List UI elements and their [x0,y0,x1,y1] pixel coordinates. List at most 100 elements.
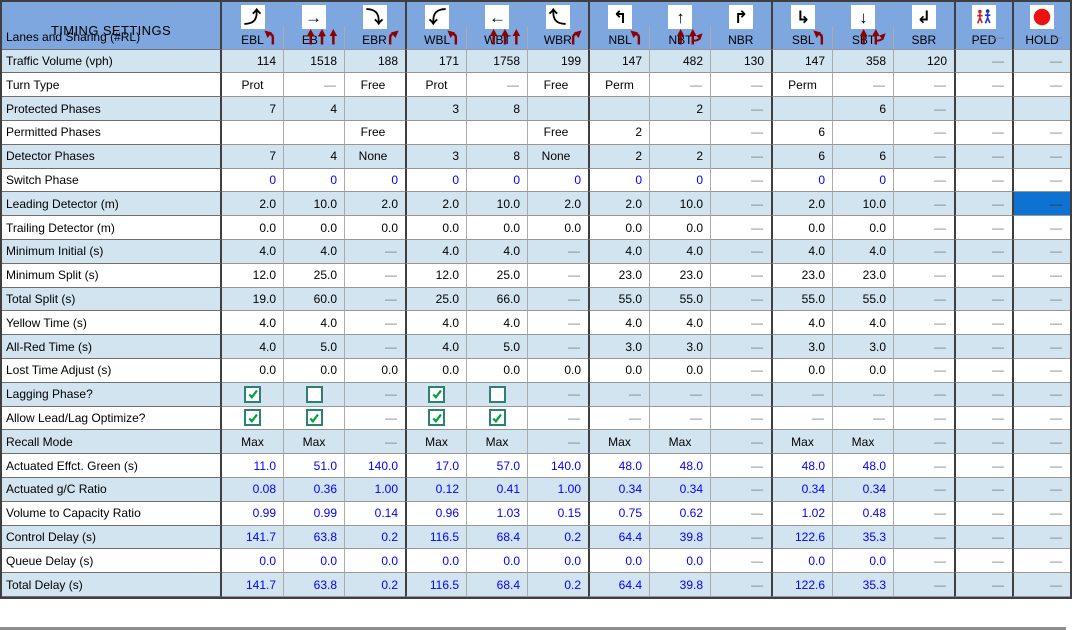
cell-nbl-turn-type[interactable]: Perm [588,73,649,98]
cell-wbl-traffic-volume-vph[interactable]: 171 [405,49,466,74]
cell-sbr-traffic-volume-vph[interactable]: 120 [893,49,954,74]
cell-sbl-actuated-effct-green-s[interactable]: 48.0 [771,454,832,478]
cell-wbr-turn-type[interactable]: Free [527,73,588,98]
cell-ebr-permitted-phases[interactable]: Free [344,120,405,145]
cell-wbl-trailing-detector-m[interactable]: 0.0 [405,216,466,240]
cell-wbr-all-red-time-s[interactable]: — [527,335,588,359]
cell-nbr-yellow-time-s[interactable]: — [710,311,771,336]
cell-ebt-minimum-split-s[interactable]: 25.0 [283,263,344,288]
cell-ebt-queue-delay-s[interactable]: 0.0 [283,549,344,574]
cell-nbl-traffic-volume-vph[interactable]: 147 [588,49,649,74]
cell-wbl-detector-phases[interactable]: 3 [405,144,466,169]
cell-nbl-control-delay-s[interactable]: 64.4 [588,525,649,550]
cell-ebl-trailing-detector-m[interactable]: 0.0 [222,216,283,240]
cell-nbr-minimum-split-s[interactable]: — [710,263,771,288]
cell-nbt-allow-lead-lag-optimize[interactable]: — [649,406,710,431]
cell-ebt-permitted-phases[interactable] [283,120,344,145]
cell-ebl-traffic-volume-vph[interactable]: 114 [222,49,283,74]
cell-ebl-detector-phases[interactable]: 7 [222,144,283,169]
cell-wbt-allow-lead-lag-optimize[interactable] [466,406,527,431]
cell-ebl-yellow-time-s[interactable]: 4.0 [222,311,283,336]
cell-ebr-yellow-time-s[interactable]: — [344,311,405,336]
cell-wbl-minimum-split-s[interactable]: 12.0 [405,263,466,288]
cell-wbt-minimum-split-s[interactable]: 25.0 [466,263,527,288]
cell-wbr-permitted-phases[interactable]: Free [527,120,588,145]
cell-ped-permitted-phases[interactable]: — [954,120,1012,145]
cell-sbr-volume-to-capacity-ratio[interactable]: — [893,501,954,526]
cell-wbl-lagging-phase[interactable] [405,382,466,407]
cell-wbl-control-delay-s[interactable]: 116.5 [405,525,466,550]
cell-sbt-protected-phases[interactable]: 6 [832,97,893,121]
cell-nbt-all-red-time-s[interactable]: 3.0 [649,335,710,359]
cell-nbr-permitted-phases[interactable]: — [710,120,771,145]
cell-wbt-lost-time-adjust-s[interactable]: 0.0 [466,358,527,383]
cell-ebl-volume-to-capacity-ratio[interactable]: 0.99 [222,502,283,526]
cell-wbr-queue-delay-s[interactable]: 0.0 [527,549,588,574]
cell-ebr-trailing-detector-m[interactable]: 0.0 [344,216,405,240]
cell-nbt-lost-time-adjust-s[interactable]: 0.0 [649,358,710,383]
cell-ped-protected-phases[interactable] [954,97,1012,121]
cell-wbr-lagging-phase[interactable]: — [527,382,588,407]
cell-sbt-lagging-phase[interactable]: — [832,382,893,407]
cell-wbr-minimum-split-s[interactable]: — [527,263,588,288]
cell-nbr-all-red-time-s[interactable]: — [710,335,771,359]
cell-nbt-queue-delay-s[interactable]: 0.0 [649,549,710,574]
cell-wbl-actuated-effct-green-s[interactable]: 17.0 [405,454,466,478]
cell-wbt-queue-delay-s[interactable]: 0.0 [466,549,527,574]
cell-wbr-lanes-and-sharing-rl[interactable] [527,25,588,50]
cell-wbt-volume-to-capacity-ratio[interactable]: 1.03 [466,501,527,526]
cell-ebt-yellow-time-s[interactable]: 4.0 [283,311,344,336]
cell-wbt-actuated-effct-green-s[interactable]: 57.0 [466,454,527,478]
cell-nbr-trailing-detector-m[interactable]: — [710,216,771,240]
cell-sbl-switch-phase[interactable]: 0 [771,168,832,193]
cell-sbr-yellow-time-s[interactable]: — [893,311,954,336]
cell-sbr-lost-time-adjust-s[interactable]: — [893,358,954,383]
cell-ebr-lagging-phase[interactable]: — [344,382,405,407]
cell-sbr-total-split-s[interactable]: — [893,287,954,312]
cell-hold-lanes-and-sharing-rl[interactable]: — [1012,25,1070,50]
cell-wbt-protected-phases[interactable]: 8 [466,97,527,121]
cell-wbt-leading-detector-m[interactable]: 10.0 [466,192,527,217]
cell-wbt-lanes-and-sharing-rl[interactable] [466,25,527,50]
cell-hold-detector-phases[interactable]: — [1012,144,1070,169]
checkbox-unchecked[interactable] [488,385,506,403]
cell-wbr-lost-time-adjust-s[interactable]: 0.0 [527,358,588,383]
cell-ebr-allow-lead-lag-optimize[interactable]: — [344,406,405,431]
cell-nbt-actuated-g-c-ratio[interactable]: 0.34 [649,477,710,502]
cell-wbl-all-red-time-s[interactable]: 4.0 [405,335,466,359]
cell-hold-queue-delay-s[interactable]: — [1012,549,1070,574]
cell-ebl-actuated-g-c-ratio[interactable]: 0.08 [222,477,283,502]
cell-ped-lagging-phase[interactable]: — [954,382,1012,407]
cell-nbl-minimum-split-s[interactable]: 23.0 [588,263,649,288]
cell-ebl-actuated-effct-green-s[interactable]: 11.0 [222,454,283,478]
cell-ebl-leading-detector-m[interactable]: 2.0 [222,192,283,217]
cell-ebl-minimum-split-s[interactable]: 12.0 [222,264,283,288]
cell-nbl-minimum-initial-s[interactable]: 4.0 [588,239,649,264]
cell-wbl-permitted-phases[interactable] [405,120,466,145]
cell-wbr-leading-detector-m[interactable]: 2.0 [527,192,588,217]
cell-wbt-total-delay-s[interactable]: 68.4 [466,573,527,597]
cell-nbr-volume-to-capacity-ratio[interactable]: — [710,501,771,526]
cell-ebt-switch-phase[interactable]: 0 [283,168,344,193]
cell-sbr-trailing-detector-m[interactable]: — [893,216,954,240]
cell-sbt-detector-phases[interactable]: 6 [832,144,893,169]
cell-hold-protected-phases[interactable] [1012,97,1070,121]
cell-sbl-minimum-initial-s[interactable]: 4.0 [771,239,832,264]
cell-sbl-recall-mode[interactable]: Max [771,430,832,455]
cell-ped-control-delay-s[interactable]: — [954,525,1012,550]
cell-nbt-lagging-phase[interactable]: — [649,382,710,407]
cell-nbt-trailing-detector-m[interactable]: 0.0 [649,216,710,240]
cell-nbt-leading-detector-m[interactable]: 10.0 [649,192,710,217]
cell-ped-yellow-time-s[interactable]: — [954,311,1012,336]
cell-ebr-turn-type[interactable]: Free [344,73,405,98]
cell-wbl-lanes-and-sharing-rl[interactable] [405,25,466,50]
cell-nbl-allow-lead-lag-optimize[interactable]: — [588,406,649,431]
checkbox-checked[interactable] [428,385,445,403]
cell-ebt-lanes-and-sharing-rl[interactable] [283,25,344,50]
cell-ebr-minimum-initial-s[interactable]: — [344,239,405,264]
cell-nbr-protected-phases[interactable]: — [710,97,771,121]
cell-nbt-minimum-initial-s[interactable]: 4.0 [649,239,710,264]
cell-ebt-leading-detector-m[interactable]: 10.0 [283,192,344,217]
cell-ped-minimum-split-s[interactable]: — [954,263,1012,288]
cell-ebr-queue-delay-s[interactable]: 0.0 [344,549,405,574]
